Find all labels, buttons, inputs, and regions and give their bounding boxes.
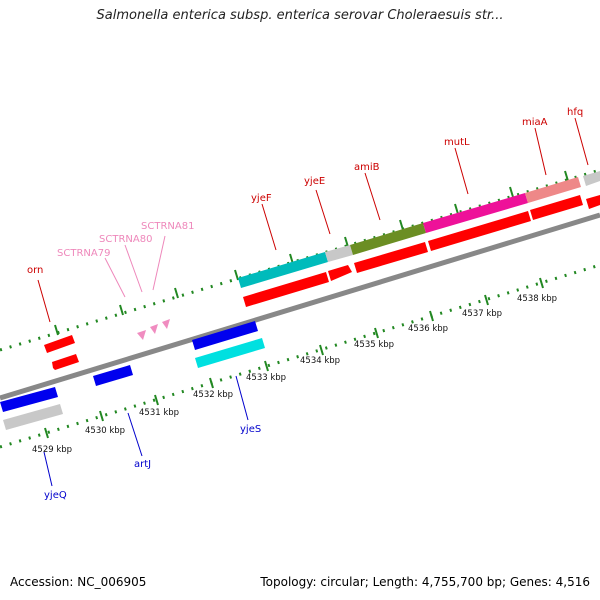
amiB-cds (354, 242, 428, 273)
artJ-cds (93, 365, 133, 386)
genome-backbone (0, 212, 600, 401)
outer-major-ticks (54, 170, 569, 336)
gene-label-miaA: miaA (522, 117, 548, 128)
yjeS-cds (192, 321, 258, 350)
accession-text: Accession: NC_006905 (10, 575, 147, 589)
amiB-region (350, 223, 426, 255)
scale-label: 4536 kbp (408, 324, 448, 334)
orn-feature (44, 335, 75, 353)
scale-label: 4532 kbp (193, 390, 233, 400)
scale-label: 4530 kbp (85, 426, 125, 436)
scale-label: 4531 kbp (139, 408, 179, 418)
map-title: Salmonella enterica subsp. enterica sero… (96, 8, 504, 23)
hfq-cds (586, 195, 600, 209)
gene-label-yjeF: yjeF (251, 193, 272, 204)
trna81-feature (162, 319, 170, 329)
yjeS-cyan (195, 338, 265, 368)
reverse-features (0, 321, 265, 430)
mutL-cds (428, 211, 531, 251)
yjeE-region (325, 245, 353, 262)
miaA-region (525, 177, 581, 203)
forward-features (44, 171, 600, 370)
gene-label-hfq: hfq (567, 107, 583, 118)
bottom-gene-labels: yjeQ artJ yjeS (44, 424, 261, 501)
gene-label-sctrna79: SCTRNA79 (57, 248, 110, 259)
yjeF-region (238, 252, 328, 288)
scale-label: 4537 kbp (462, 309, 502, 319)
gene-label-sctrna80: SCTRNA80 (99, 234, 152, 245)
gene-label-yjeQ: yjeQ (44, 490, 67, 501)
scale-label: 4533 kbp (246, 373, 286, 383)
cds-feature (52, 354, 79, 370)
yjeQ-cds (0, 387, 58, 412)
gene-label-yjeE: yjeE (304, 176, 325, 187)
scale-label: 4538 kbp (517, 294, 557, 304)
mutL-region (423, 193, 528, 233)
gene-label-artJ: artJ (134, 459, 151, 470)
miaA-cds (530, 195, 583, 220)
trna79-feature (137, 330, 146, 340)
scale-label: 4534 kbp (300, 356, 340, 366)
trna80-feature (150, 324, 158, 334)
yjeF-cds (243, 272, 329, 307)
gene-label-mutL: mutL (444, 137, 470, 148)
inner-major-ticks (44, 277, 544, 439)
yjeQ-grey (3, 404, 63, 430)
gene-label-yjeS: yjeS (240, 424, 261, 435)
yjeE-cds (328, 265, 352, 281)
gene-label-orn: orn (27, 265, 43, 276)
scale-labels: 4529 kbp 4530 kbp 4531 kbp 4532 kbp 4533… (32, 294, 557, 455)
label-leaders (37, 117, 589, 487)
scale-label: 4535 kbp (354, 340, 394, 350)
hfq-region (583, 171, 600, 186)
top-gene-labels: orn SCTRNA79 SCTRNA80 SCTRNA81 yjeF yjeE… (27, 107, 583, 276)
topology-text: Topology: circular; Length: 4,755,700 bp… (260, 575, 590, 589)
scale-label: 4529 kbp (32, 445, 72, 455)
gene-label-amiB: amiB (354, 162, 380, 173)
gene-label-sctrna81: SCTRNA81 (141, 221, 194, 232)
